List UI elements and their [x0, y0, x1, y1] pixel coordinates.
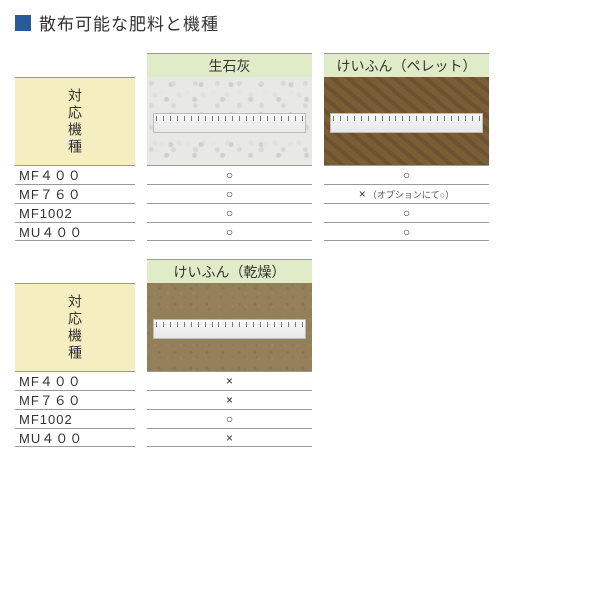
fertilizer-name: けいふん（乾燥）: [147, 259, 312, 283]
ruler-icon: [330, 113, 483, 133]
model-header-label: 対応機種: [65, 88, 85, 156]
title-square-icon: [15, 15, 31, 31]
model-row: MF1002: [15, 409, 135, 428]
compat-value: ○: [324, 222, 489, 241]
compat-value: ×: [147, 428, 312, 447]
compat-value: ○: [147, 222, 312, 241]
model-row: MU４００: [15, 428, 135, 447]
compat-value: ×: [147, 371, 312, 390]
fertilizer-column: けいふん（ペレット）○×（オプションにて○）○○: [324, 53, 489, 241]
model-header: 対応機種: [15, 283, 135, 371]
compat-value: ×: [147, 390, 312, 409]
fertilizer-photo: [147, 77, 312, 165]
compat-value: ○: [147, 203, 312, 222]
model-column: 対応機種 MF４００MF７６０MF1002MU４００: [15, 259, 135, 447]
compat-value: ×（オプションにて○）: [324, 184, 489, 203]
compat-value: ○: [147, 184, 312, 203]
fertilizer-name: 生石灰: [147, 53, 312, 77]
fertilizer-column: 生石灰○○○○: [147, 53, 312, 241]
page-title: 散布可能な肥料と機種: [39, 10, 219, 35]
model-row: MU４００: [15, 222, 135, 241]
fertilizer-photo: [147, 283, 312, 371]
compat-value: ○: [324, 203, 489, 222]
ruler-icon: [153, 319, 306, 339]
fertilizer-name: けいふん（ペレット）: [324, 53, 489, 77]
ruler-icon: [153, 113, 306, 133]
fertilizer-photo: [324, 77, 489, 165]
compat-value: ○: [147, 409, 312, 428]
model-column: 対応機種 MF４００MF７６０MF1002MU４００: [15, 53, 135, 241]
compat-note: （オプションにて○）: [368, 190, 454, 200]
model-header-label: 対応機種: [65, 294, 85, 362]
model-row: MF４００: [15, 165, 135, 184]
model-row: MF７６０: [15, 184, 135, 203]
model-row: MF1002: [15, 203, 135, 222]
page-title-row: 散布可能な肥料と機種: [15, 10, 585, 35]
compat-section: 対応機種MF４００MF７６０MF1002MU４００けいふん（乾燥）××○×: [15, 259, 585, 447]
model-row: MF４００: [15, 371, 135, 390]
fertilizer-column: けいふん（乾燥）××○×: [147, 259, 312, 447]
compat-value: ○: [147, 165, 312, 184]
model-row: MF７６０: [15, 390, 135, 409]
compat-section: 対応機種MF４００MF７６０MF1002MU４００生石灰○○○○けいふん（ペレッ…: [15, 53, 585, 241]
compat-value: ○: [324, 165, 489, 184]
model-header: 対応機種: [15, 77, 135, 165]
